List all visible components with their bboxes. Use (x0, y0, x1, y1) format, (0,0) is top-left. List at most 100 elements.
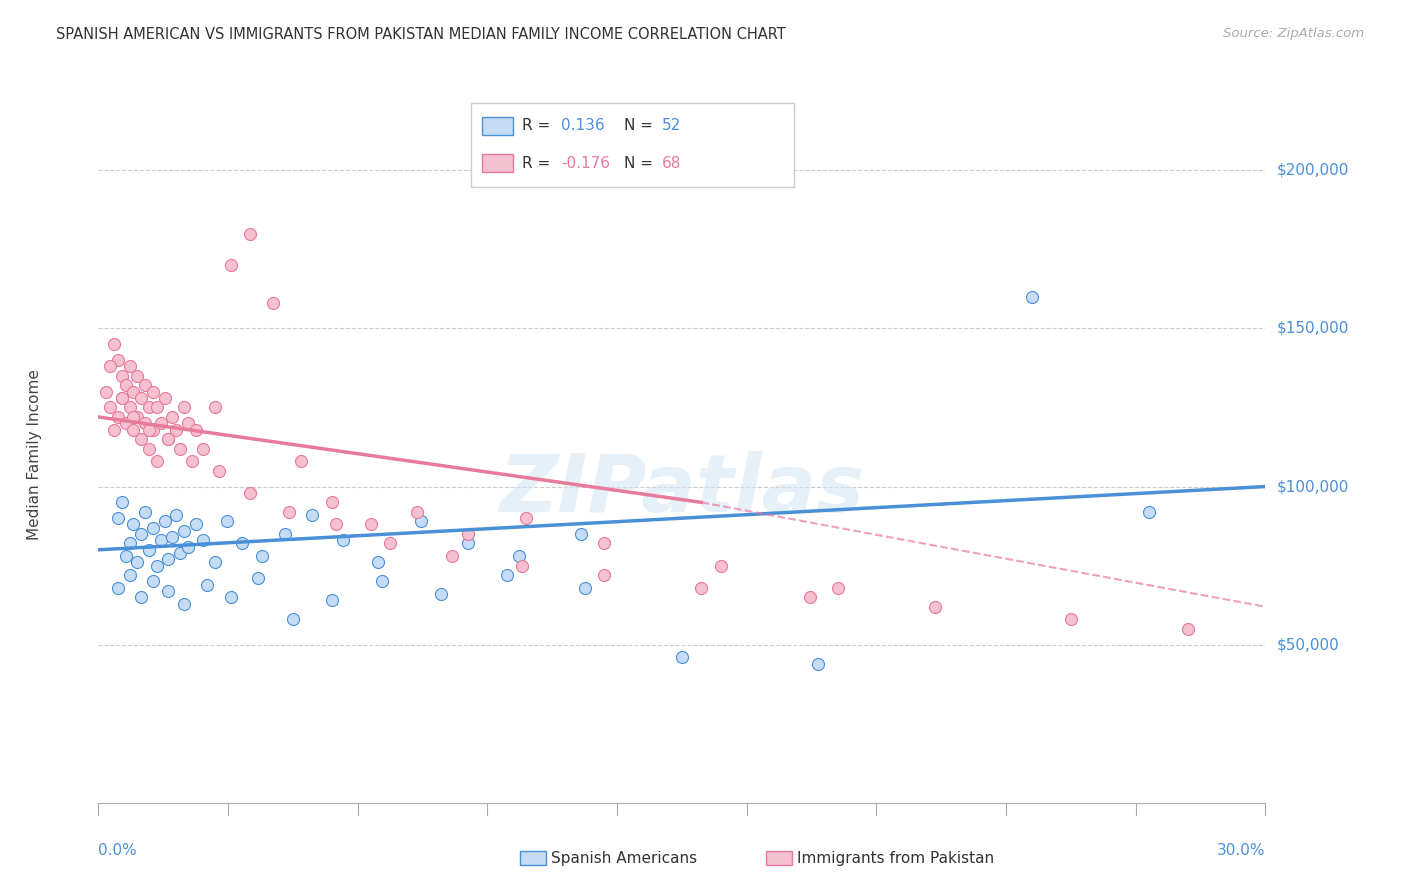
Point (193, 533, 215, 548)
Point (98, 401, 121, 415)
Point (515, 511, 537, 525)
Point (457, 527, 479, 541)
Point (142, 384, 165, 399)
Point (96, 384, 118, 399)
Text: Median Family Income: Median Family Income (27, 369, 42, 541)
Point (146, 558, 169, 573)
Text: 30.0%: 30.0% (1218, 843, 1265, 858)
Point (111, 368, 134, 383)
Point (107, 511, 129, 525)
Point (332, 533, 354, 548)
Point (406, 505, 429, 519)
Point (184, 423, 207, 437)
Point (301, 508, 323, 522)
Point (250, 549, 273, 563)
Point (118, 536, 141, 550)
Text: R =: R = (522, 156, 555, 170)
Point (371, 574, 394, 589)
Point (153, 514, 176, 528)
Point (162, 530, 184, 544)
Point (367, 556, 389, 570)
Point (138, 423, 160, 437)
Point (165, 423, 187, 437)
Point (281, 612, 304, 626)
Point (127, 368, 149, 383)
Point (690, 581, 713, 595)
Text: Spanish Americans: Spanish Americans (551, 851, 697, 865)
Point (142, 521, 165, 535)
Point (1060, 612, 1083, 626)
Point (142, 423, 165, 437)
Point (441, 549, 464, 563)
Text: 52: 52 (662, 119, 682, 133)
Point (157, 432, 180, 446)
Point (193, 442, 215, 456)
Point (593, 536, 616, 550)
Point (103, 423, 125, 437)
Point (107, 409, 129, 424)
Point (146, 454, 169, 468)
Text: 68: 68 (662, 156, 682, 170)
Text: N =: N = (624, 119, 658, 133)
Point (239, 486, 262, 500)
Point (195, 577, 218, 591)
Point (1021, 290, 1043, 304)
Point (325, 517, 347, 532)
Point (134, 505, 156, 519)
Point (162, 409, 184, 424)
Point (231, 536, 253, 550)
Text: Source: ZipAtlas.com: Source: ZipAtlas.com (1223, 27, 1364, 40)
Point (122, 423, 145, 437)
Point (114, 549, 136, 563)
Text: 0.136: 0.136 (561, 119, 605, 133)
Point (149, 533, 172, 548)
Point (165, 508, 187, 522)
Point (215, 514, 238, 528)
Point (799, 591, 821, 605)
Point (593, 568, 616, 582)
Point (290, 454, 312, 468)
Text: $50,000: $50,000 (1277, 637, 1340, 652)
Text: -0.176: -0.176 (561, 156, 610, 170)
Point (710, 558, 733, 573)
Point (924, 599, 946, 614)
Point (114, 378, 136, 392)
Point (169, 546, 191, 560)
Point (169, 442, 191, 456)
Point (103, 337, 125, 351)
Point (246, 571, 269, 585)
Point (173, 524, 195, 538)
Point (129, 432, 152, 446)
Point (157, 583, 180, 598)
Text: SPANISH AMERICAN VS IMMIGRANTS FROM PAKISTAN MEDIAN FAMILY INCOME CORRELATION CH: SPANISH AMERICAN VS IMMIGRANTS FROM PAKI… (56, 27, 786, 42)
Point (208, 464, 231, 478)
Text: R =: R = (522, 119, 555, 133)
Point (321, 495, 343, 509)
Point (107, 581, 129, 595)
Point (177, 540, 200, 554)
Point (1137, 505, 1160, 519)
Point (512, 558, 534, 573)
Point (219, 591, 242, 605)
Point (129, 391, 152, 405)
Point (457, 536, 479, 550)
Point (321, 593, 343, 607)
Text: ZIPatlas: ZIPatlas (499, 450, 865, 529)
Point (138, 442, 160, 456)
Point (153, 391, 176, 405)
Point (111, 391, 134, 405)
Text: Immigrants from Pakistan: Immigrants from Pakistan (797, 851, 994, 865)
Point (149, 417, 172, 431)
Point (146, 401, 169, 415)
Point (157, 432, 180, 446)
Point (274, 527, 297, 541)
Point (134, 417, 156, 431)
Text: N =: N = (624, 156, 658, 170)
Text: $200,000: $200,000 (1277, 163, 1348, 178)
Point (157, 552, 180, 566)
Point (129, 591, 152, 605)
Point (184, 517, 207, 532)
Point (495, 568, 517, 582)
Point (122, 384, 145, 399)
Point (118, 568, 141, 582)
